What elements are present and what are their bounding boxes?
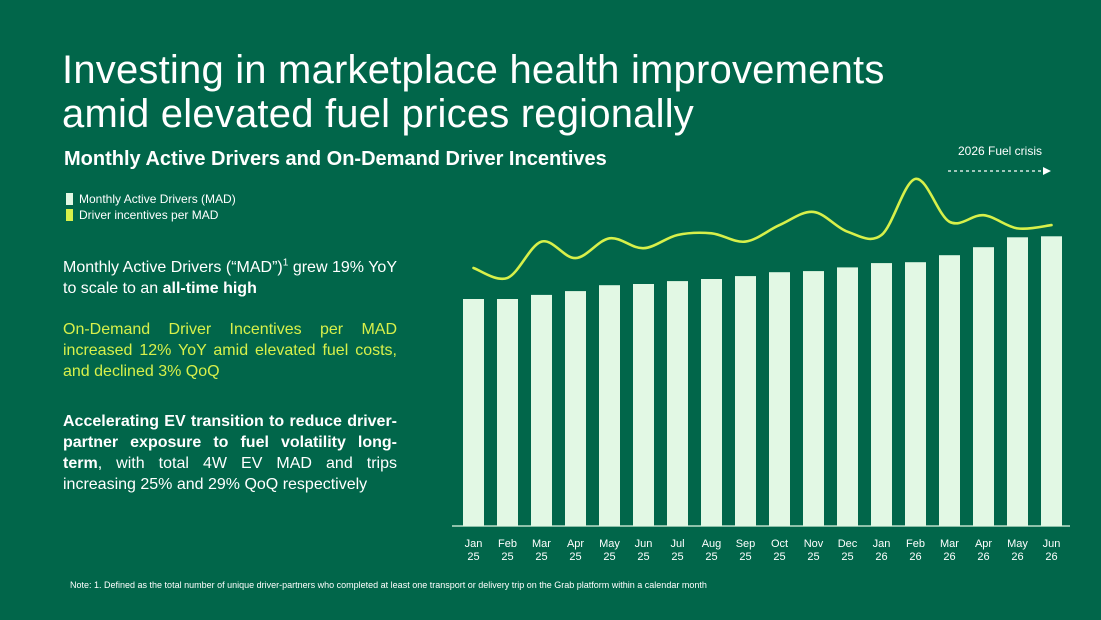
x-tick-label-feb-26-month: Feb bbox=[906, 538, 925, 550]
x-tick-label-sep-25-month: Sep bbox=[736, 538, 756, 550]
footnote: Note: 1. Defined as the total number of … bbox=[70, 580, 707, 590]
legend-swatch-incentives bbox=[66, 209, 73, 221]
mad-bar-jun-26 bbox=[1041, 236, 1062, 527]
fuel-crisis-label: 2026 Fuel crisis bbox=[958, 144, 1042, 158]
x-tick-label-may-25-month: May bbox=[599, 538, 620, 550]
mad-bar-jul-25 bbox=[667, 281, 688, 526]
mad-bar-dec-25 bbox=[837, 267, 858, 526]
x-tick-label-mar-26-year: 26 bbox=[943, 551, 955, 563]
incentives-line bbox=[472, 177, 1053, 281]
mad-bar-aug-25 bbox=[701, 279, 722, 526]
x-tick-label-feb-25-month: Feb bbox=[498, 538, 517, 550]
mad-bar-mar-25 bbox=[531, 294, 552, 526]
x-tick-label-jan-25-year: 25 bbox=[467, 551, 479, 563]
x-axis-labels: Jan25Feb25Mar25Apr25May25Jun25Jul25Aug25… bbox=[465, 538, 1061, 563]
mad-bars bbox=[463, 236, 1062, 527]
x-tick-label-oct-25-month: Oct bbox=[771, 538, 788, 550]
x-tick-label-dec-25-month: Dec bbox=[838, 538, 858, 550]
x-tick-label-may-25-year: 25 bbox=[603, 551, 615, 563]
incentives-paragraph: On-Demand Driver Incentives per MAD incr… bbox=[63, 321, 397, 380]
mad-bar-jun-25 bbox=[633, 284, 654, 526]
ev-transition-text: , with total 4W EV MAD and trips increas… bbox=[63, 455, 397, 493]
mad-bar-apr-26 bbox=[973, 247, 994, 526]
x-tick-label-may-26-month: May bbox=[1007, 538, 1028, 550]
ev-transition-paragraph: Accelerating EV transition to reduce dri… bbox=[63, 411, 397, 495]
x-tick-label-jul-25-year: 25 bbox=[671, 551, 683, 563]
legend-swatch-mad bbox=[66, 193, 73, 205]
x-tick-label-mar-25-year: 25 bbox=[535, 551, 547, 563]
mad-growth-text-mid: grew 19% YoY to scale to an bbox=[63, 259, 397, 297]
mad-bar-sep-25 bbox=[735, 276, 756, 526]
x-tick-label-nov-25-month: Nov bbox=[804, 538, 824, 550]
x-tick-label-apr-25-year: 25 bbox=[569, 551, 581, 563]
x-tick-label-jul-25-month: Jul bbox=[670, 538, 684, 550]
mad-bar-mar-26 bbox=[939, 255, 960, 526]
mad-growth-highlight: all-time high bbox=[162, 280, 257, 297]
legend-label-mad: Monthly Active Drivers (MAD) bbox=[79, 192, 236, 206]
x-tick-label-oct-25-year: 25 bbox=[773, 551, 785, 563]
x-tick-label-jan-26-month: Jan bbox=[873, 538, 891, 550]
mad-bar-jan-26 bbox=[871, 263, 892, 526]
x-tick-label-sep-25-year: 25 bbox=[739, 551, 751, 563]
chart-subtitle: Monthly Active Drivers and On-Demand Dri… bbox=[64, 148, 607, 170]
x-tick-label-jun-25-year: 25 bbox=[637, 551, 649, 563]
mad-bar-oct-25 bbox=[769, 272, 790, 526]
chart-legend: Monthly Active Drivers (MAD) Driver ince… bbox=[66, 191, 236, 223]
mad-bar-may-25 bbox=[599, 285, 620, 526]
x-tick-label-jun-26-month: Jun bbox=[1043, 538, 1061, 550]
mad-bar-may-26 bbox=[1007, 237, 1028, 527]
legend-item-incentives: Driver incentives per MAD bbox=[66, 207, 236, 223]
mad-bar-apr-25 bbox=[565, 291, 586, 526]
page-title: Investing in marketplace health improvem… bbox=[62, 48, 1022, 136]
x-tick-label-jun-26-year: 26 bbox=[1045, 551, 1057, 563]
x-tick-label-apr-26-year: 26 bbox=[977, 551, 989, 563]
x-tick-label-feb-25-year: 25 bbox=[501, 551, 513, 563]
x-tick-label-aug-25-year: 25 bbox=[705, 551, 717, 563]
x-tick-label-apr-25-month: Apr bbox=[567, 538, 584, 550]
x-tick-label-mar-26-month: Mar bbox=[940, 538, 959, 550]
title-line-2: amid elevated fuel prices regionally bbox=[62, 92, 694, 136]
x-tick-label-jan-26-year: 26 bbox=[875, 551, 887, 563]
x-tick-label-may-26-year: 26 bbox=[1011, 551, 1023, 563]
x-tick-label-jun-25-month: Jun bbox=[635, 538, 653, 550]
x-tick-label-dec-25-year: 25 bbox=[841, 551, 853, 563]
mad-bar-jan-25 bbox=[463, 299, 484, 526]
legend-item-mad: Monthly Active Drivers (MAD) bbox=[66, 191, 236, 207]
x-tick-label-apr-26-month: Apr bbox=[975, 538, 992, 550]
x-tick-label-jan-25-month: Jan bbox=[465, 538, 483, 550]
mad-bar-nov-25 bbox=[803, 271, 824, 526]
mad-bar-feb-26 bbox=[905, 262, 926, 526]
mad-growth-text-start: Monthly Active Drivers (“MAD”) bbox=[63, 259, 283, 276]
mad-bar-feb-25 bbox=[497, 299, 518, 526]
x-tick-label-mar-25-month: Mar bbox=[532, 538, 551, 550]
legend-label-incentives: Driver incentives per MAD bbox=[79, 208, 219, 222]
x-tick-label-feb-26-year: 26 bbox=[909, 551, 921, 563]
footnote-marker: 1 bbox=[282, 257, 289, 269]
ev-transition-highlight: Accelerating EV transition to reduce dri… bbox=[63, 413, 397, 472]
mad-growth-paragraph: Monthly Active Drivers (“MAD”)1 grew 19%… bbox=[63, 257, 397, 299]
title-line-1: Investing in marketplace health improvem… bbox=[62, 48, 885, 92]
x-tick-label-aug-25-month: Aug bbox=[702, 538, 722, 550]
fuel-crisis-arrowhead bbox=[1043, 167, 1051, 175]
x-tick-label-nov-25-year: 25 bbox=[807, 551, 819, 563]
